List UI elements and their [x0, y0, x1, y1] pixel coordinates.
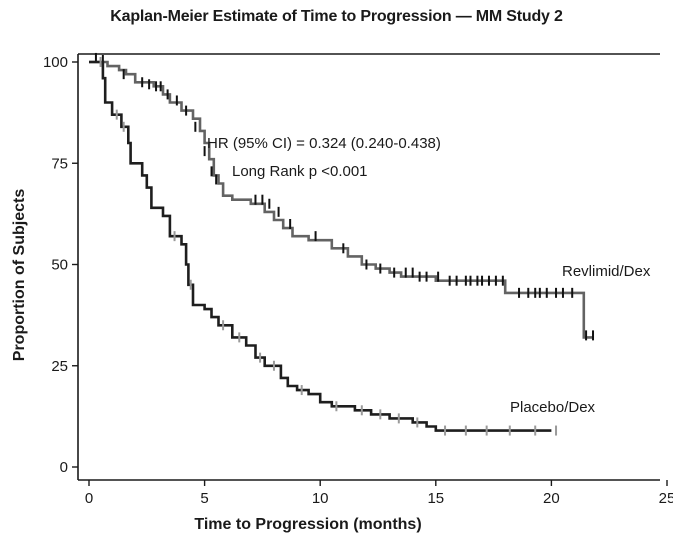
x-tick-label: 5	[200, 490, 208, 507]
axes-layer: 0 25 50 75 100 0 5 10 15 20 25	[43, 53, 673, 507]
series-layer	[89, 52, 595, 436]
y-axis-label: Proportion of Subjects	[11, 189, 28, 362]
text-layer: Proportion of Subjects Time to Progressi…	[11, 135, 651, 533]
x-tick-label: 15	[427, 490, 444, 507]
annotation-hazard-ratio: HR (95% CI) = 0.324 (0.240-0.438)	[207, 135, 441, 152]
x-tick-label: 0	[85, 490, 93, 507]
y-tick-label: 0	[60, 459, 68, 476]
x-tick-label: 10	[312, 490, 329, 507]
y-tick-label: 75	[51, 155, 68, 172]
series-label-placebo-dex: Placebo/Dex	[510, 399, 596, 416]
series-label-revlimid-dex: Revlimid/Dex	[562, 263, 651, 280]
chart-title: Kaplan-Meier Estimate of Time to Progres…	[110, 8, 563, 25]
km-curve-placebo-dex	[89, 60, 552, 432]
x-tick-label: 20	[543, 490, 560, 507]
y-tick-label: 50	[51, 257, 68, 274]
x-axis-label: Time to Progression (months)	[194, 516, 421, 533]
annotation-log-rank: Long Rank p <0.001	[232, 163, 368, 180]
km-curve-revlimid-dex	[89, 60, 593, 339]
y-tick-label: 100	[43, 54, 68, 71]
y-tick-label: 25	[51, 358, 68, 375]
x-tick-label: 25	[659, 490, 673, 507]
